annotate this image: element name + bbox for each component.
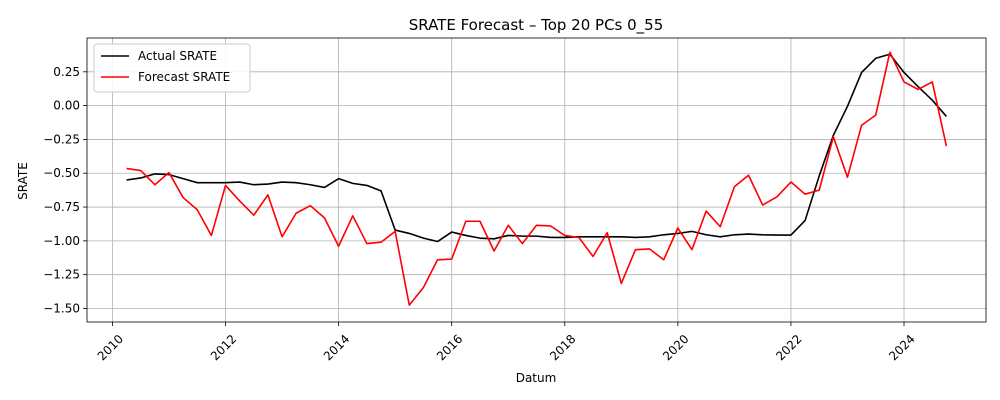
y-tick-label: −0.75 xyxy=(43,200,80,214)
y-tick-label: 0.00 xyxy=(53,99,80,113)
y-tick-label: −1.25 xyxy=(43,268,80,282)
y-tick-label: 0.25 xyxy=(53,65,80,79)
plot-frame xyxy=(86,37,987,323)
legend-box xyxy=(93,43,251,93)
y-tick-label: −1.50 xyxy=(43,301,80,315)
legend: Actual SRATE Forecast SRATE xyxy=(93,43,251,93)
y-axis-label: SRATE xyxy=(16,162,30,200)
grid xyxy=(87,38,986,322)
legend-label: Actual SRATE xyxy=(138,49,217,63)
y-tick-label: −1.00 xyxy=(43,234,80,248)
series-line-actual-srate xyxy=(126,53,948,243)
x-axis-label: Datum xyxy=(516,371,557,385)
y-tick-label: −0.50 xyxy=(43,166,80,180)
series-layer xyxy=(126,51,948,306)
y-tick-label: −0.25 xyxy=(43,132,80,146)
chart-title: SRATE Forecast – Top 20 PCs 0_55 xyxy=(409,16,664,35)
series-line-forecast-srate xyxy=(126,51,948,306)
legend-label: Forecast SRATE xyxy=(138,70,230,84)
y-axis: 0.25 0.00 −0.25 −0.50 −0.75 −1.00 −1.25 −1.50 xyxy=(43,65,87,315)
